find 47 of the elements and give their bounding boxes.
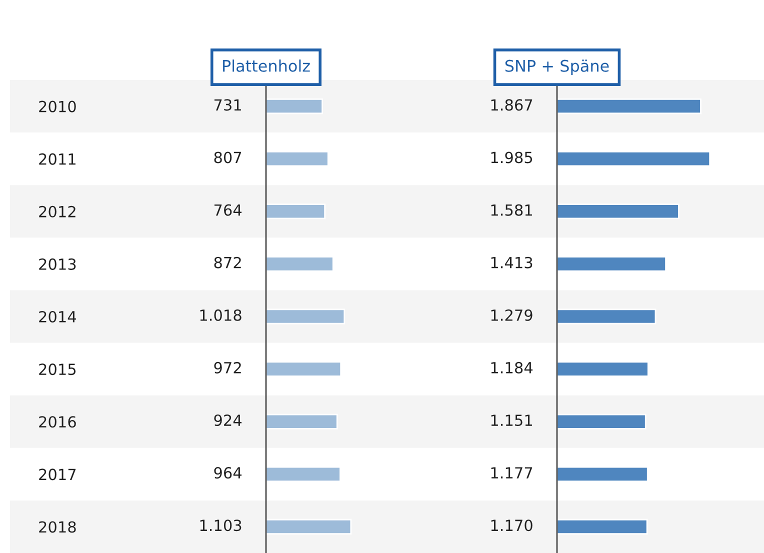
bar xyxy=(266,361,342,377)
bar xyxy=(266,98,323,114)
bar xyxy=(557,308,656,324)
data-label: 1.184 xyxy=(491,362,533,374)
data-label: 1.103 xyxy=(200,520,242,532)
bar xyxy=(266,466,341,482)
bar xyxy=(557,204,680,220)
y-tick-label: 2010 xyxy=(39,100,76,112)
data-label: 872 xyxy=(214,256,241,268)
bar xyxy=(557,151,711,167)
bar xyxy=(557,361,649,377)
y-tick-label: 2018 xyxy=(39,521,76,533)
bar xyxy=(557,466,648,482)
y-tick-label: 2013 xyxy=(39,258,76,270)
bar xyxy=(557,256,666,272)
bar xyxy=(557,414,646,430)
bar xyxy=(266,151,329,167)
bar xyxy=(266,308,346,324)
data-label: 1.279 xyxy=(491,309,532,321)
data-label: 1.581 xyxy=(491,204,532,216)
chart-title: Plattenholz xyxy=(223,60,310,72)
chart-title: SNP + Späne xyxy=(505,60,609,75)
data-label: 764 xyxy=(214,204,242,216)
y-tick-label: 2015 xyxy=(39,364,76,376)
bar xyxy=(266,518,352,535)
data-label: 1.170 xyxy=(491,520,532,532)
data-label: 972 xyxy=(214,362,241,374)
bar xyxy=(266,414,338,430)
data-label: 1.867 xyxy=(491,99,532,111)
data-label: 1.413 xyxy=(491,256,532,268)
data-label: 807 xyxy=(214,152,242,164)
y-tick-label: 2012 xyxy=(39,206,76,218)
data-label: 1.985 xyxy=(491,152,532,164)
data-label: 924 xyxy=(214,414,242,426)
y-tick-label: 2011 xyxy=(39,153,76,165)
data-label: 1.151 xyxy=(491,414,532,426)
y-tick-label: 2014 xyxy=(39,310,76,323)
bar xyxy=(557,98,702,114)
data-label: 731 xyxy=(214,99,241,111)
y-tick-label: 2017 xyxy=(39,468,76,480)
y-tick-label: 2016 xyxy=(39,416,76,428)
data-label: 1.018 xyxy=(200,309,242,321)
bar xyxy=(557,518,648,535)
data-label: 1.177 xyxy=(491,467,532,478)
data-label: 964 xyxy=(214,467,242,479)
bar xyxy=(266,256,334,272)
bar xyxy=(266,204,326,220)
